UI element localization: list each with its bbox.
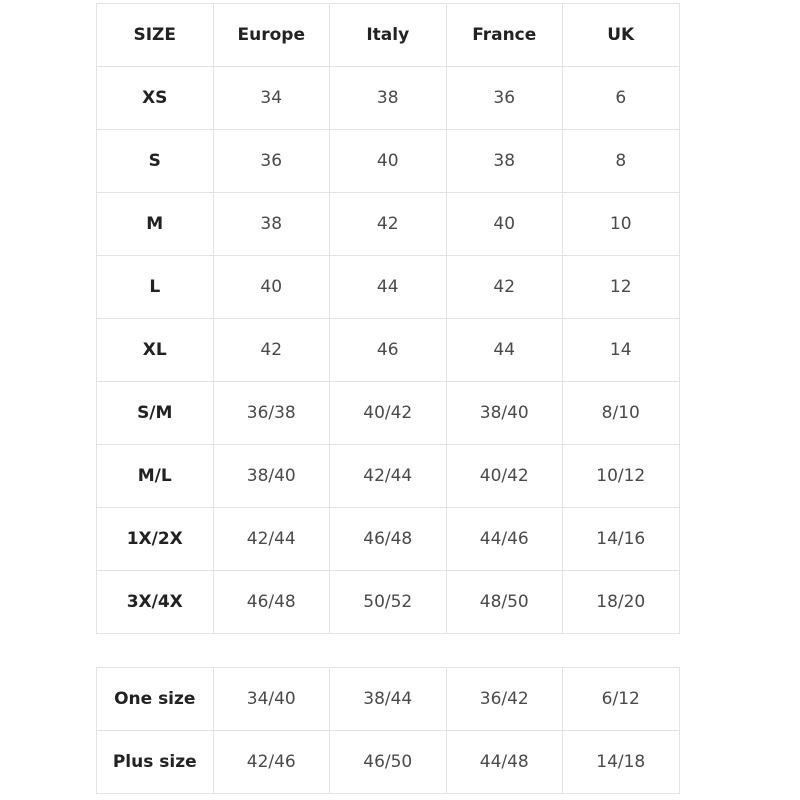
size-label: L (96, 255, 214, 319)
table-row: M/L 38/40 42/44 40/42 10/12 (96, 444, 680, 508)
column-header: Europe (212, 3, 330, 67)
size-value: 38 (212, 192, 330, 256)
size-value: 42 (212, 318, 330, 382)
table-row: 3X/4X 46/48 50/52 48/50 18/20 (96, 570, 680, 634)
header-row: SIZE Europe Italy France UK (96, 3, 680, 67)
size-label: One size (96, 667, 214, 731)
size-value: 10 (562, 192, 680, 256)
size-value: 46/48 (329, 507, 447, 571)
size-label: S (96, 129, 214, 193)
column-header: France (445, 3, 563, 67)
size-label: M/L (96, 444, 214, 508)
one-plus-size-table: One size 34/40 38/44 36/42 6/12 Plus size 42/4… (96, 667, 680, 794)
size-value: 46/50 (329, 730, 447, 794)
size-value: 40 (212, 255, 330, 319)
size-value: 50/52 (329, 570, 447, 634)
size-value: 44/48 (445, 730, 563, 794)
size-value: 36 (445, 66, 563, 130)
table-row: Plus size 42/46 46/50 44/48 14/18 (96, 730, 680, 794)
size-label: M (96, 192, 214, 256)
column-header: SIZE (96, 3, 214, 67)
table-row: 1X/2X 42/44 46/48 44/46 14/16 (96, 507, 680, 571)
size-value: 8/10 (562, 381, 680, 445)
size-value: 38 (329, 66, 447, 130)
size-value: 34/40 (212, 667, 330, 731)
size-value: 34 (212, 66, 330, 130)
size-value: 44/46 (445, 507, 563, 571)
size-value: 14 (562, 318, 680, 382)
column-header: UK (562, 3, 680, 67)
size-value: 42/44 (212, 507, 330, 571)
size-value: 42 (445, 255, 563, 319)
table-row: One size 34/40 38/44 36/42 6/12 (96, 667, 680, 731)
size-value: 36 (212, 129, 330, 193)
size-value: 40 (445, 192, 563, 256)
size-value: 48/50 (445, 570, 563, 634)
size-label: Plus size (96, 730, 214, 794)
size-value: 46/48 (212, 570, 330, 634)
size-value: 46 (329, 318, 447, 382)
size-label: S/M (96, 381, 214, 445)
table-row: L 40 44 42 12 (96, 255, 680, 319)
size-value: 42 (329, 192, 447, 256)
size-label: 1X/2X (96, 507, 214, 571)
size-value: 38 (445, 129, 563, 193)
size-value: 12 (562, 255, 680, 319)
size-value: 40/42 (329, 381, 447, 445)
size-value: 42/44 (329, 444, 447, 508)
size-value: 38/40 (445, 381, 563, 445)
size-value: 42/46 (212, 730, 330, 794)
size-label: XS (96, 66, 214, 130)
column-header: Italy (329, 3, 447, 67)
size-value: 36/38 (212, 381, 330, 445)
size-value: 38/44 (329, 667, 447, 731)
table-row: S 36 40 38 8 (96, 129, 680, 193)
size-value: 38/40 (212, 444, 330, 508)
size-label: 3X/4X (96, 570, 214, 634)
size-value: 36/42 (445, 667, 563, 731)
table-row: M 38 42 40 10 (96, 192, 680, 256)
size-value: 10/12 (562, 444, 680, 508)
size-label: XL (96, 318, 214, 382)
size-value: 8 (562, 129, 680, 193)
size-value: 6/12 (562, 667, 680, 731)
table-row: S/M 36/38 40/42 38/40 8/10 (96, 381, 680, 445)
table-row: XL 42 46 44 14 (96, 318, 680, 382)
size-conversion-table: SIZE Europe Italy France UK XS 34 38 36 6 S 36 40 38 8… (96, 3, 680, 634)
size-value: 40/42 (445, 444, 563, 508)
size-value: 14/18 (562, 730, 680, 794)
size-value: 44 (445, 318, 563, 382)
size-value: 18/20 (562, 570, 680, 634)
size-value: 40 (329, 129, 447, 193)
table-row: XS 34 38 36 6 (96, 66, 680, 130)
size-value: 44 (329, 255, 447, 319)
size-value: 6 (562, 66, 680, 130)
size-value: 14/16 (562, 507, 680, 571)
